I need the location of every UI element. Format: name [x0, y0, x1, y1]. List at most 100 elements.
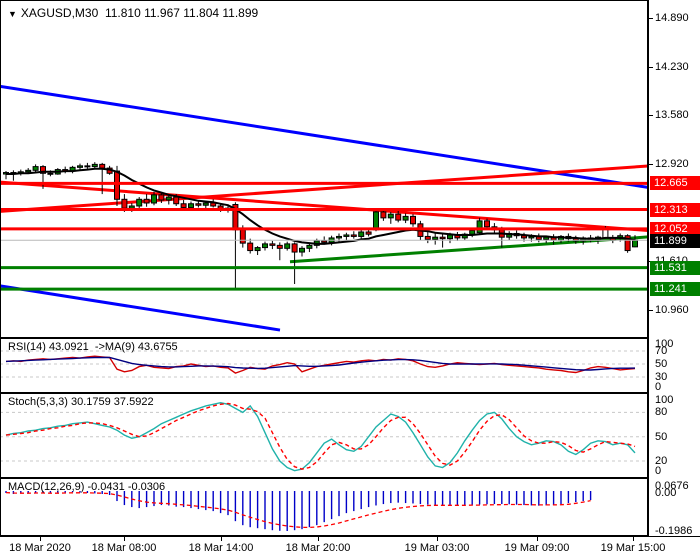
rsi-scale-label: 70	[655, 345, 668, 357]
candles	[3, 162, 638, 290]
macd-signal-line	[5, 491, 591, 529]
time-label: 19 Mar 15:00	[600, 542, 666, 554]
stoch-scale-label: 80	[655, 406, 668, 418]
candle-body	[99, 163, 106, 169]
price-level-badge: 11.899	[650, 234, 700, 248]
trendline	[0, 284, 281, 332]
macd-chart-canvas[interactable]	[0, 478, 648, 536]
price-pane[interactable]	[0, 0, 648, 338]
candle-body	[387, 213, 394, 219]
candle-body	[439, 236, 446, 240]
candle-body	[284, 243, 291, 249]
candle-body	[32, 166, 39, 171]
price-label: 14.230	[655, 61, 689, 73]
symbol-period-label: XAGUSD,M30	[20, 6, 99, 20]
candle-body	[254, 247, 261, 252]
rsi-scale-label: 100	[655, 338, 674, 350]
price-tick	[649, 310, 653, 311]
time-tick	[40, 537, 41, 541]
rsi-scale-label: 0	[655, 381, 662, 393]
price-level-badge: 11.531	[650, 261, 700, 275]
stoch-scale-label: 100	[655, 394, 674, 406]
time-tick	[124, 537, 125, 541]
stoch-chart-canvas[interactable]	[0, 393, 648, 478]
trendlines	[0, 84, 648, 332]
candle-body	[180, 203, 187, 208]
candle-body	[447, 234, 453, 240]
price-tick	[649, 164, 653, 165]
candle-body	[195, 203, 202, 206]
symbol-dropdown-icon[interactable]: ▼	[8, 9, 17, 19]
pane-border	[0, 393, 648, 478]
candle-body	[432, 236, 439, 240]
price-chart-canvas[interactable]	[0, 0, 648, 338]
pane-border	[0, 478, 648, 536]
candle-body	[624, 235, 631, 252]
candle-body	[121, 198, 128, 209]
candle-body	[373, 211, 379, 231]
stoch-label: Stoch(5,3,3) 30.1759 37.5922	[8, 396, 154, 408]
price-axis-column: 14.89014.23013.58012.92011.61010.96012.6…	[648, 0, 700, 537]
candle-body	[321, 240, 328, 243]
candle-body	[380, 211, 387, 219]
rsi-chart-canvas[interactable]	[0, 338, 648, 393]
candle-body	[306, 244, 313, 249]
candle-body	[365, 231, 372, 235]
candle-body	[128, 205, 135, 209]
candle-body	[114, 170, 120, 200]
price-level-badge: 12.313	[650, 203, 700, 217]
price-label: 10.960	[655, 304, 689, 316]
candle-body	[476, 220, 483, 234]
price-label: 12.920	[655, 158, 689, 170]
candle-body	[173, 196, 180, 205]
trendline	[0, 164, 648, 213]
candle-body	[77, 165, 83, 168]
pane-border	[0, 338, 648, 393]
candle-body	[291, 243, 298, 253]
stoch-pane[interactable]: Stoch(5,3,3) 30.1759 37.5922	[0, 393, 648, 478]
candle-body	[276, 244, 283, 249]
stoch-scale-label: 50	[655, 431, 668, 443]
candle-body	[25, 169, 32, 173]
rsi-scale-label: 50	[655, 358, 668, 370]
%D-line	[5, 402, 636, 470]
stoch-scale-label: 20	[655, 455, 668, 467]
candle-body	[165, 196, 172, 201]
price-level-badge: 12.665	[650, 176, 700, 190]
price-level-badge: 11.241	[650, 282, 700, 296]
candle-body	[410, 215, 416, 225]
MA(9)-line	[5, 356, 636, 371]
time-label: 19 Mar 03:00	[404, 542, 470, 554]
price-label: 14.890	[655, 12, 689, 24]
candle-body	[350, 234, 357, 237]
macd-histogram	[5, 491, 592, 531]
candle-body	[202, 202, 209, 206]
candle-body	[358, 231, 365, 237]
stoch-scale-label: 0	[655, 465, 662, 477]
candle-body	[262, 243, 268, 249]
macd-pane[interactable]: MACD(12,26,9) -0.0431 -0.0306	[0, 478, 648, 536]
time-label: 18 Mar 08:00	[91, 542, 157, 554]
rsi-pane[interactable]: RSI(14) 43.0921 ->MA(9) 43.6755	[0, 338, 648, 393]
trendline	[0, 180, 648, 232]
candle-body	[47, 172, 54, 175]
candle-body	[151, 194, 157, 204]
candle-body	[484, 220, 490, 228]
candle-body	[469, 229, 476, 235]
rsi-scale-label: 30	[655, 371, 668, 383]
time-label: 18 Mar 20:00	[285, 542, 351, 554]
price-tick	[649, 18, 653, 19]
candle-body	[402, 215, 409, 221]
pane-border	[0, 0, 648, 338]
rsi-label: RSI(14) 43.0921 ->MA(9) 43.6755	[8, 341, 178, 353]
level-lines	[0, 181, 648, 291]
price-level-badge: 12.052	[650, 222, 700, 236]
price-tick	[649, 115, 653, 116]
time-label: 18 Mar 2020	[9, 542, 71, 554]
candle-body	[188, 203, 194, 208]
time-label: 19 Mar 09:00	[504, 542, 570, 554]
time-tick	[318, 537, 319, 541]
time-axis[interactable]: 18 Mar 2020 18 Mar 08:00 18 Mar 14:00 18 Ma…	[0, 536, 700, 560]
candle-body	[239, 229, 246, 244]
